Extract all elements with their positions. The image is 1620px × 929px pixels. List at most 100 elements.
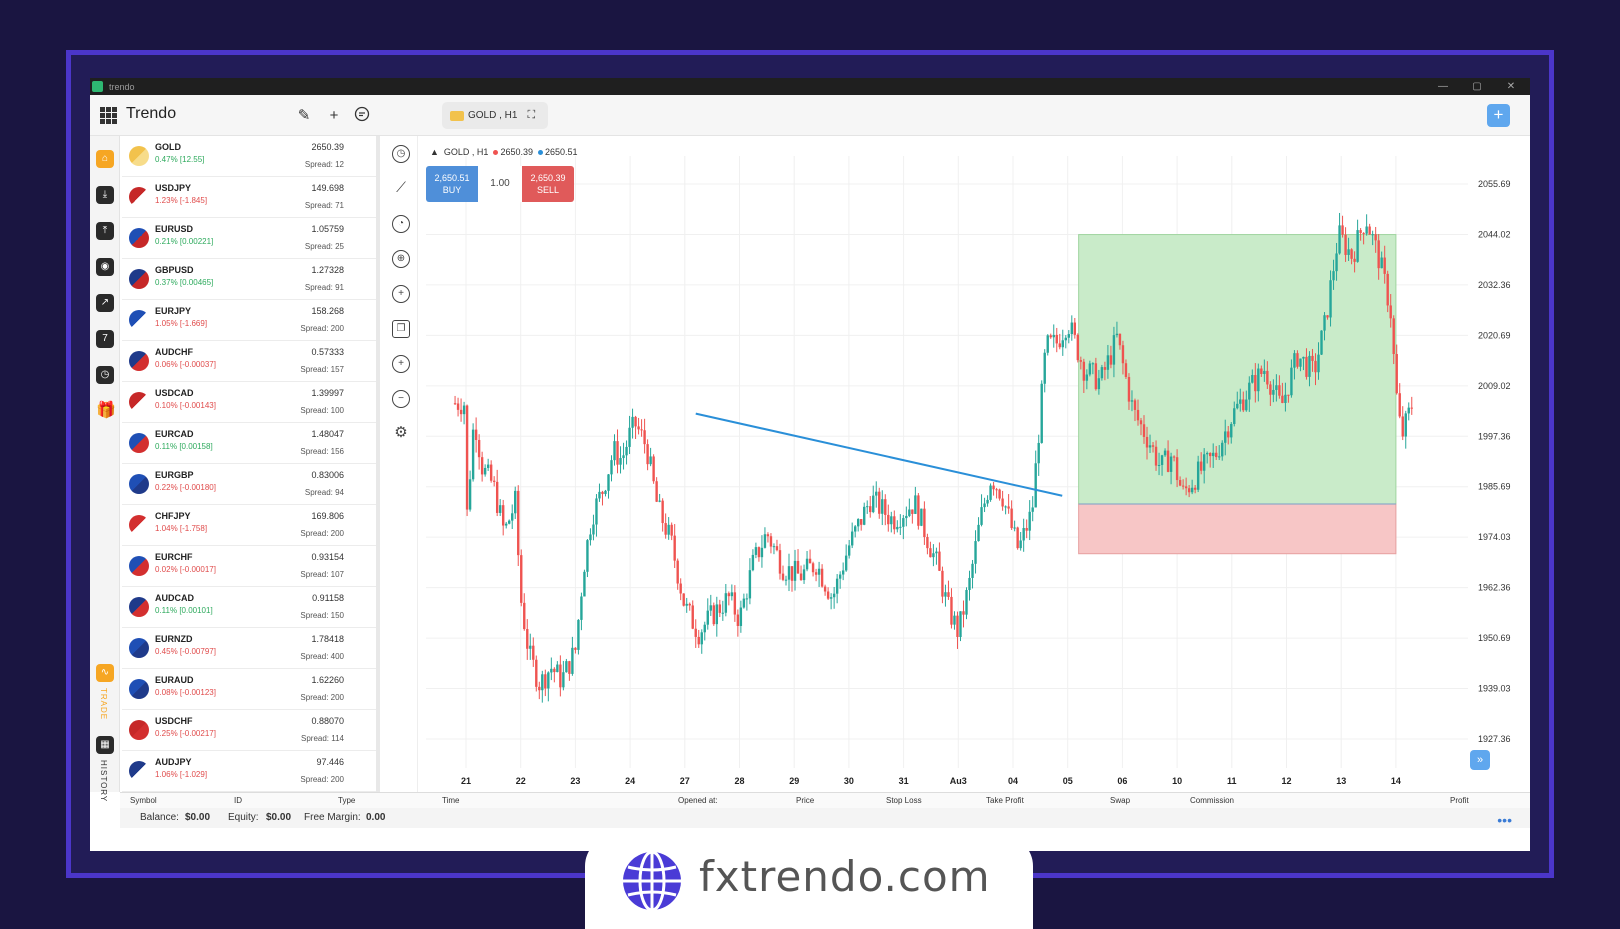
chart-canvas[interactable]: 2055.69 2044.02 2032.36 2020.69 2009.02 1997.… — [420, 136, 1530, 792]
candle-body — [1076, 334, 1080, 361]
y-axis-label: 1985.69 — [1478, 482, 1511, 492]
column-price[interactable]: Price — [796, 796, 815, 805]
history-label[interactable]: HISTORY — [99, 760, 108, 803]
candle-body — [631, 416, 634, 428]
candle-body — [1049, 335, 1052, 338]
watchlist-row-eurnzd[interactable]: EURNZD 0.45% [-0.00797] 1.78418 Spread: 400 — [122, 628, 376, 669]
candle-body — [1193, 487, 1197, 490]
candle-body — [1163, 450, 1167, 456]
x-axis-label: 27 — [680, 776, 690, 786]
candle-body — [1091, 363, 1095, 365]
candle-body — [1338, 225, 1341, 254]
candle-body — [751, 554, 755, 571]
candle-body — [1061, 340, 1064, 348]
price-chart[interactable]: 2055.69 2044.02 2032.36 2020.69 2009.02 1997.… — [420, 136, 1530, 792]
candle-body — [685, 603, 688, 606]
watchlist-row-audchf[interactable]: AUDCHF 0.06% [-0.00037] 0.57333 Spread: 157 — [122, 341, 376, 382]
calendar-icon[interactable]: 7 — [96, 330, 114, 348]
candle-body — [658, 500, 661, 502]
candle-body — [932, 553, 935, 558]
collapse-arrow-icon[interactable]: ▲ — [430, 147, 439, 157]
watchlist-row-usdjpy[interactable]: USDJPY 1.23% [-1.845] 149.698 Spread: 71 — [122, 177, 376, 218]
watchlist-row-eurusd[interactable]: EURUSD 0.21% [0.00221] 1.05759 Spread: 25 — [122, 218, 376, 259]
candle-body — [1022, 527, 1025, 541]
column-type[interactable]: Type — [338, 796, 356, 805]
candle-body — [664, 523, 667, 535]
sell-button[interactable]: 2,650.39 SELL — [522, 166, 574, 202]
drawing-toolbar: ◷ ⟋ ◔ ⊕ + ❐ + − ⚙ — [384, 136, 418, 792]
zoom-out-icon[interactable]: − — [392, 390, 410, 408]
apps-grid-icon[interactable] — [100, 107, 117, 124]
candle-body — [917, 495, 920, 526]
candle-body — [911, 509, 914, 514]
watchlist-row-usdchf[interactable]: USDCHF 0.25% [-0.00217] 0.88070 Spread: 114 — [122, 710, 376, 751]
history-icon[interactable]: ▦ — [96, 736, 114, 754]
watchlist-row-euraud[interactable]: EURAUD 0.08% [-0.00123] 1.62260 Spread: 200 — [122, 669, 376, 710]
trade-icon[interactable]: ∿ — [96, 664, 114, 682]
watchlist-row-gold[interactable]: GOLD 0.47% [12.55] 2650.39 Spread: 12 — [122, 136, 376, 177]
watchlist-row-audjpy[interactable]: AUDJPY 1.06% [-1.029] 97.446 Spread: 200 — [122, 751, 376, 792]
line-tool-icon[interactable]: ⟋ — [396, 179, 406, 195]
watchlist-row-audcad[interactable]: AUDCAD 0.11% [0.00101] 0.91158 Spread: 150 — [122, 587, 376, 628]
watchlist-row-eurgbp[interactable]: EURGBP 0.22% [-0.00180] 0.83006 Spread: 94 — [122, 464, 376, 505]
trendline[interactable] — [695, 412, 1063, 497]
upload-icon[interactable]: ⤒ — [96, 222, 114, 240]
lot-size-input[interactable]: 1.00 — [478, 166, 522, 202]
column-time[interactable]: Time — [442, 796, 460, 805]
column-profit[interactable]: Profit — [1450, 796, 1469, 805]
copy-layers-icon[interactable]: ❐ — [392, 320, 410, 338]
broadcast-icon[interactable]: ◉ — [96, 258, 114, 276]
maximize-button[interactable]: ▢ — [1472, 81, 1482, 92]
column-symbol[interactable]: Symbol — [130, 796, 157, 805]
candle-body — [980, 507, 983, 525]
chat-icon[interactable] — [352, 106, 372, 126]
settings-gear-icon[interactable]: ⚙ — [394, 424, 408, 441]
column-swap[interactable]: Swap — [1110, 796, 1131, 805]
candle-body — [1151, 445, 1155, 447]
buy-button[interactable]: 2,650.51 BUY — [426, 166, 478, 202]
clock-icon[interactable]: ◷ — [96, 366, 114, 384]
scroll-to-latest-button[interactable]: » — [1470, 750, 1490, 770]
symbol-tab[interactable]: GOLD , H1 ⛶ — [442, 102, 548, 129]
symbol-spread: Spread: 157 — [300, 365, 344, 374]
crosshair-icon[interactable]: ⊕ — [392, 250, 410, 268]
new-chart-button[interactable]: + — [1487, 104, 1510, 127]
flag-au-jp-icon — [129, 761, 149, 781]
watchlist-row-eurjpy[interactable]: EURJPY 1.05% [-1.669] 158.268 Spread: 200 — [122, 300, 376, 341]
close-button[interactable]: ✕ — [1506, 81, 1516, 92]
take-profit-zone[interactable] — [1078, 234, 1397, 505]
home-icon[interactable]: ⌂ — [96, 150, 114, 168]
trend-chart-icon[interactable]: ↗ — [96, 294, 114, 312]
column-commission[interactable]: Commission — [1190, 796, 1235, 805]
candle-body — [730, 592, 734, 597]
candle-body — [619, 458, 622, 465]
pencil-icon[interactable]: ✎ — [297, 107, 311, 124]
candle-body — [595, 498, 598, 525]
trade-label[interactable]: TRADE — [99, 688, 108, 721]
timeframe-clock-icon[interactable]: ◷ — [392, 145, 410, 163]
download-icon[interactable]: ⤓ — [96, 186, 114, 204]
column-take-profit[interactable]: Take Profit — [986, 796, 1024, 805]
watchlist-row-chfjpy[interactable]: CHFJPY 1.04% [-1.758] 169.806 Spread: 200 — [122, 505, 376, 546]
pie-indicator-icon[interactable]: ◔ — [392, 215, 410, 233]
add-indicator-icon[interactable]: + — [392, 285, 410, 303]
more-options-icon[interactable]: ••• — [1497, 812, 1512, 828]
add-watchlist-icon[interactable]: + — [329, 107, 339, 124]
column-id[interactable]: ID — [234, 796, 242, 805]
symbol-price: 149.698 — [311, 183, 344, 193]
watchlist-row-gbpusd[interactable]: GBPUSD 0.37% [0.00465] 1.27328 Spread: 91 — [122, 259, 376, 300]
candle-body — [1121, 345, 1125, 364]
site-url[interactable]: fxtrendo.com — [699, 852, 991, 901]
candle-body — [1269, 384, 1272, 395]
zoom-in-icon[interactable]: + — [392, 355, 410, 373]
y-axis-label: 2009.02 — [1478, 381, 1511, 391]
gift-icon[interactable]: 🎁 — [96, 402, 116, 419]
column-opened-at[interactable]: Opened at: — [678, 796, 718, 805]
watchlist-row-eurchf[interactable]: EURCHF 0.02% [-0.00017] 0.93154 Spread: 107 — [122, 546, 376, 587]
minimize-button[interactable]: — — [1438, 81, 1448, 92]
column-stop-loss[interactable]: Stop Loss — [886, 796, 922, 805]
fullscreen-icon[interactable]: ⛶ — [527, 109, 536, 121]
watchlist-row-usdcad[interactable]: USDCAD 0.10% [-0.00143] 1.39997 Spread: 100 — [122, 382, 376, 423]
watchlist-row-eurcad[interactable]: EURCAD 0.11% [0.00158] 1.48047 Spread: 156 — [122, 423, 376, 464]
stop-loss-zone[interactable] — [1078, 503, 1397, 555]
